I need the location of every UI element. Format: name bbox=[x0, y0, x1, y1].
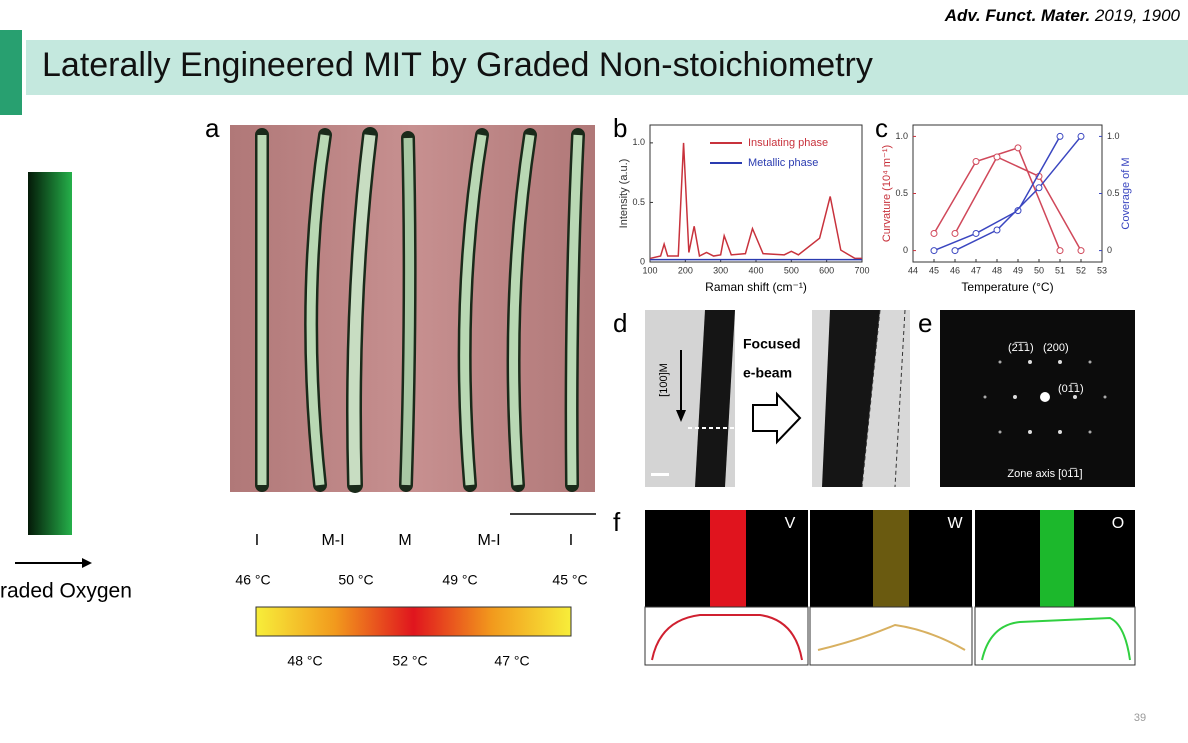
x-tick-label: 100 bbox=[642, 265, 657, 275]
left-label: raded Oxygen bbox=[0, 580, 132, 603]
phase-label: I bbox=[569, 532, 573, 549]
y-tick-label: 0 bbox=[640, 256, 645, 266]
element-label: O bbox=[1112, 515, 1124, 532]
data-point bbox=[1014, 207, 1022, 215]
data-point bbox=[972, 229, 980, 237]
legend-label: Metallic phase bbox=[748, 157, 818, 169]
panel-f: V W O bbox=[644, 510, 1136, 666]
x-tick-label: 46 bbox=[950, 265, 960, 275]
data-point bbox=[1056, 247, 1064, 255]
y-tick-label: 0.5 bbox=[895, 188, 908, 198]
temperature-gradient bbox=[255, 606, 572, 637]
accent-block bbox=[0, 30, 22, 115]
temp-label: 49 °C bbox=[442, 572, 477, 588]
micrograph-a bbox=[230, 125, 595, 493]
x-tick-label: 51 bbox=[1055, 265, 1065, 275]
spot-label: (2̅1̅1) bbox=[1008, 342, 1034, 354]
y-axis-label: Intensity (a.u.) bbox=[618, 159, 630, 229]
data-point bbox=[1077, 132, 1085, 140]
direction-label: [100]M bbox=[658, 363, 670, 397]
x-axis-label: Temperature (°C) bbox=[961, 280, 1053, 294]
y-tick-label: 0 bbox=[903, 245, 908, 255]
x-tick-label: 600 bbox=[819, 265, 834, 275]
x-tick-label: 45 bbox=[929, 265, 939, 275]
y-tick-label: 0.5 bbox=[632, 197, 645, 207]
y-tick-label: 1.0 bbox=[632, 137, 645, 147]
phase-label: M-I bbox=[477, 532, 500, 549]
arrowhead bbox=[82, 558, 92, 568]
panel-label: f bbox=[613, 507, 621, 537]
title-bar bbox=[26, 40, 1188, 95]
x-tick-label: 52 bbox=[1076, 265, 1086, 275]
y-tick-label: 1.0 bbox=[895, 131, 908, 141]
x-tick-label: 700 bbox=[854, 265, 869, 275]
panel-e: (2̅1̅1) (200) (01̅1) Zone axis [01̅1] bbox=[940, 310, 1135, 487]
phase-label: M-I bbox=[321, 532, 344, 549]
x-tick-label: 47 bbox=[971, 265, 981, 275]
data-point bbox=[993, 153, 1001, 161]
x-tick-label: 44 bbox=[908, 265, 918, 275]
x-tick-label: 300 bbox=[713, 265, 728, 275]
phase-label: M bbox=[398, 532, 411, 549]
phase-label: I bbox=[255, 532, 259, 549]
x-axis-label: Raman shift (cm⁻¹) bbox=[705, 280, 807, 294]
panel-label: c bbox=[875, 113, 888, 143]
temp-label: 52 °C bbox=[392, 653, 427, 669]
oxygen-gradient bbox=[28, 172, 72, 535]
data-point bbox=[1056, 132, 1064, 140]
data-point bbox=[951, 247, 959, 255]
data-point bbox=[1014, 144, 1022, 152]
series-line bbox=[954, 155, 1082, 251]
page-number: 39 bbox=[1134, 712, 1146, 724]
spot-label: (200) bbox=[1043, 342, 1069, 354]
temp-label: 45 °C bbox=[552, 572, 587, 588]
data-point bbox=[930, 229, 938, 237]
panel-label: a bbox=[205, 113, 220, 143]
y-axis-label: Curvature (10⁴ m⁻¹) bbox=[881, 145, 893, 242]
annotation: e-beam bbox=[743, 365, 792, 381]
panel-label: b bbox=[613, 113, 627, 143]
data-point bbox=[1077, 247, 1085, 255]
y-tick-label: 0 bbox=[1107, 245, 1112, 255]
panel-label: d bbox=[613, 308, 627, 338]
series-line bbox=[954, 135, 1082, 252]
temp-label: 47 °C bbox=[494, 653, 529, 669]
x-tick-label: 400 bbox=[748, 265, 763, 275]
data-point bbox=[1035, 184, 1043, 192]
data-point bbox=[993, 226, 1001, 234]
spot-label: (01̅1) bbox=[1058, 383, 1084, 395]
annotation: Focused bbox=[743, 336, 801, 352]
citation: Adv. Funct. Mater. 2019, 1900 bbox=[944, 6, 1181, 25]
y2-axis-label: Coverage of M bbox=[1120, 157, 1132, 229]
x-tick-label: 200 bbox=[678, 265, 693, 275]
temp-label: 46 °C bbox=[235, 572, 270, 588]
series-line bbox=[649, 142, 862, 260]
element-label: V bbox=[785, 515, 796, 532]
panel-label: e bbox=[918, 308, 932, 338]
temp-label: 50 °C bbox=[338, 572, 373, 588]
data-point bbox=[951, 229, 959, 237]
panel-d: [100]M Focused e-beam bbox=[645, 309, 910, 488]
element-label: W bbox=[947, 515, 963, 532]
temp-label: 48 °C bbox=[287, 653, 322, 669]
x-tick-label: 53 bbox=[1097, 265, 1107, 275]
data-point bbox=[972, 158, 980, 166]
citation-rest: 2019, 1900 bbox=[1090, 6, 1180, 25]
y-tick-label: 0.5 bbox=[1107, 188, 1120, 198]
zone-label: Zone axis [01̅1] bbox=[1007, 468, 1082, 480]
y-tick-label: 1.0 bbox=[1107, 131, 1120, 141]
x-tick-label: 500 bbox=[784, 265, 799, 275]
x-tick-label: 48 bbox=[992, 265, 1002, 275]
x-tick-label: 49 bbox=[1013, 265, 1023, 275]
series-line bbox=[933, 136, 1061, 252]
legend-label: Insulating phase bbox=[748, 137, 828, 149]
data-point bbox=[930, 247, 938, 255]
x-tick-label: 50 bbox=[1034, 265, 1044, 275]
title: Laterally Engineered MIT by Graded Non-s… bbox=[42, 46, 873, 84]
journal: Adv. Funct. Mater. bbox=[944, 6, 1090, 25]
